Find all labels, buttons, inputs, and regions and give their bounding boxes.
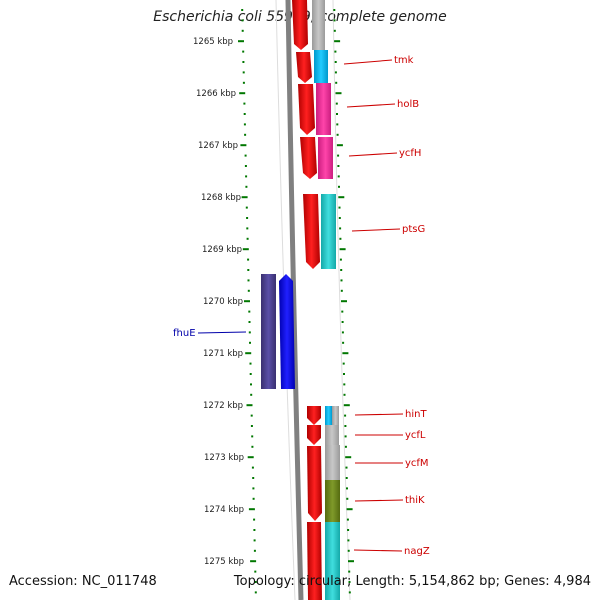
gene-label-ycfH: ycfH [399, 148, 421, 159]
ruler-label-1267: 1267 kbp [198, 141, 238, 151]
category-block-teal-nagZ [325, 522, 340, 600]
ruler-label-1272: 1272 kbp [203, 401, 243, 411]
ruler-label-1268: 1268 kbp [201, 193, 241, 203]
leader-ptsG [351, 228, 401, 232]
gene-arrow-ycfH [300, 137, 317, 179]
leader-ycfH [348, 152, 398, 157]
gene-label-thiK: thiK [405, 495, 425, 506]
leader-fhuE [197, 331, 247, 334]
ruler-label-1275: 1275 kbp [204, 557, 244, 567]
ruler-label-1269: 1269 kbp [202, 245, 242, 255]
ruler-label-1265: 1265 kbp [193, 37, 233, 47]
ruler-label-1273: 1273 kbp [204, 453, 244, 463]
gene-arrow-top [292, 0, 308, 50]
category-block-pink-holB [316, 83, 331, 135]
category-block-cyan-hinT [325, 406, 332, 425]
category-block-purple-fhuE [261, 274, 276, 389]
ruler-label-1270: 1270 kbp [203, 297, 243, 307]
leader-tmk [343, 59, 393, 65]
gene-label-nagZ: nagZ [404, 546, 430, 557]
gene-arrow-fhuE [279, 274, 295, 389]
gene-arrow-ycfM [307, 446, 322, 521]
gene-arrow-ycfL [307, 425, 321, 445]
gene-features [279, 0, 322, 600]
gene-label-ycfL: ycfL [405, 430, 426, 441]
category-block-gray-top [312, 0, 325, 50]
leader-thiK [354, 499, 404, 502]
ring-outline-right [332, 0, 351, 600]
tick-ring-inner [238, 9, 257, 594]
leader-holB [346, 103, 396, 108]
gene-arrow-hinT [307, 406, 321, 425]
ruler-labels: 1265 kbp 1266 kbp 1267 kbp 1268 kbp 1269… [193, 37, 244, 567]
accession-label: Accession: NC_011748 [9, 574, 157, 589]
category-block-gray-hinT [332, 406, 339, 425]
ruler-label-1271: 1271 kbp [203, 349, 243, 359]
gene-label-ptsG: ptsG [402, 224, 425, 235]
gene-label-fhuE: fhuE [173, 328, 196, 339]
ruler-label-1266: 1266 kbp [196, 89, 236, 99]
category-block-cyan-tmk [314, 50, 328, 83]
gene-arrow-nagZ [307, 522, 322, 600]
category-block-teal-ptsG [321, 194, 336, 269]
category-block-gray-ycfL [325, 425, 339, 445]
category-block-pink-ycfH [318, 137, 333, 179]
leader-nagZ [353, 549, 403, 552]
gene-arrow-ptsG [303, 194, 320, 269]
gene-label-hinT: hinT [405, 409, 427, 420]
gene-label-tmk: tmk [394, 55, 414, 66]
gene-label-holB: holB [397, 99, 419, 110]
category-block-gray-ycfM [325, 445, 340, 480]
topology-label: Topology: circular; Length: 5,154,862 bp… [233, 574, 591, 589]
category-ring [261, 0, 340, 600]
gene-arrow-tmk [296, 52, 312, 83]
gene-label-ycfM: ycfM [405, 458, 429, 469]
gene-arrow-holB [298, 84, 315, 135]
gene-labels: tmk holB ycfH ptsG fhuE hinT ycfL ycfM t… [173, 55, 430, 557]
tick-ring-outer [333, 9, 354, 594]
genome-backbone [285, 0, 304, 600]
leader-hinT [354, 413, 404, 416]
ruler-label-1274: 1274 kbp [204, 505, 244, 515]
category-block-olive-thiK [325, 480, 340, 522]
